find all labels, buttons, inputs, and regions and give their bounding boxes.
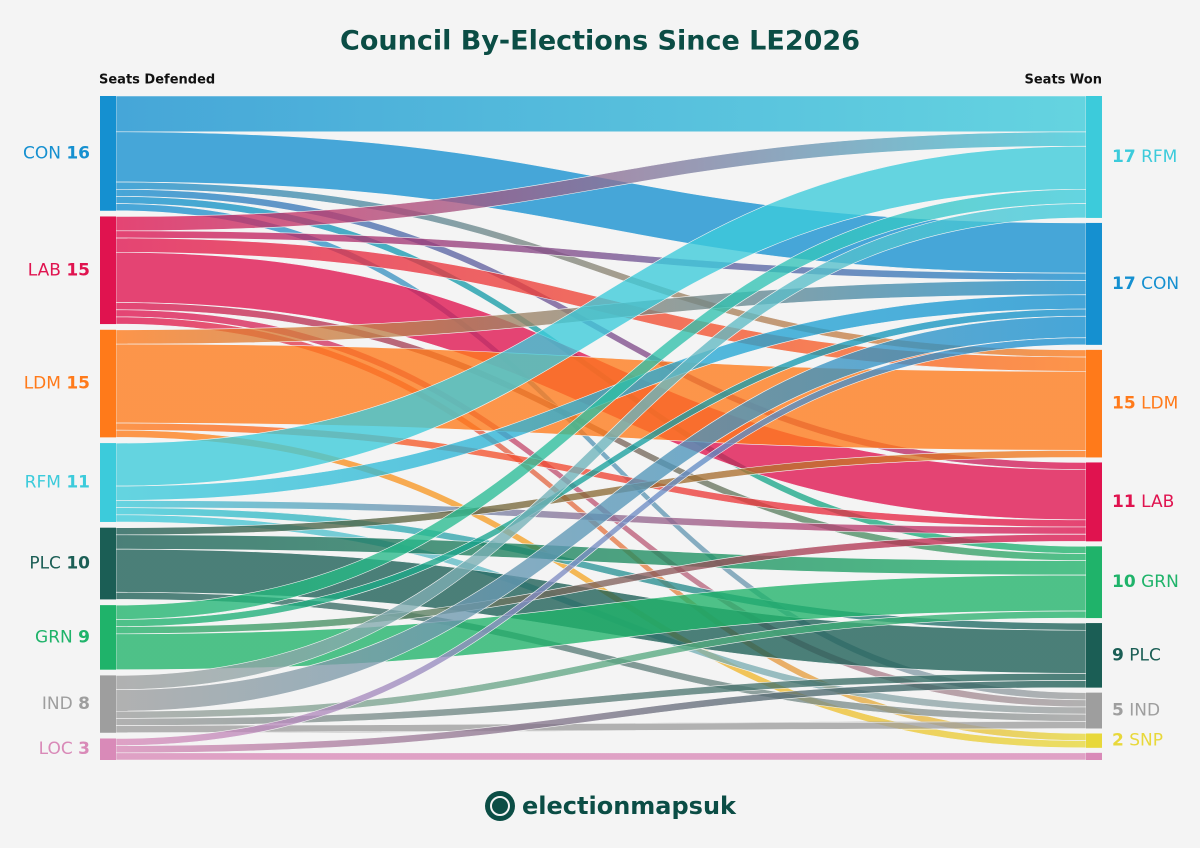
nodes bbox=[100, 96, 1102, 760]
node-value: 15 bbox=[66, 260, 90, 280]
node-name: LDM bbox=[24, 374, 61, 394]
flows bbox=[115, 95, 1087, 761]
left-node-label: LOC 3 bbox=[39, 739, 90, 759]
node-value: 11 bbox=[1112, 492, 1136, 512]
right-node bbox=[1086, 349, 1102, 458]
node-name: SNP bbox=[1129, 731, 1163, 751]
right-node-label: 15 LDM bbox=[1112, 394, 1178, 414]
right-node-label: 2 SNP bbox=[1112, 731, 1163, 751]
left-node-label: LAB 15 bbox=[28, 260, 90, 280]
node-value: 5 bbox=[1112, 701, 1124, 721]
node-name: RFM bbox=[25, 473, 61, 493]
node-name: LAB bbox=[1141, 492, 1174, 512]
right-node-label: 17 RFM bbox=[1112, 147, 1177, 167]
node-name: GRN bbox=[1141, 572, 1179, 592]
node-name: LDM bbox=[1141, 394, 1178, 414]
right-node-label: 17 CON bbox=[1112, 274, 1179, 294]
flow bbox=[115, 752, 1087, 761]
right-node bbox=[1086, 546, 1102, 619]
node-name: LAB bbox=[28, 260, 61, 280]
left-node bbox=[100, 443, 116, 522]
node-value: 2 bbox=[1112, 731, 1124, 751]
flow bbox=[115, 680, 1087, 754]
node-name: PLC bbox=[1129, 645, 1161, 665]
right-node bbox=[1086, 222, 1102, 345]
node-value: 17 bbox=[1112, 274, 1136, 294]
node-name: PLC bbox=[29, 554, 61, 574]
left-node-label: IND 8 bbox=[42, 694, 90, 714]
right-node-label: 5 IND bbox=[1112, 701, 1160, 721]
left-node-label: LDM 15 bbox=[24, 374, 90, 394]
right-node bbox=[1086, 733, 1102, 748]
node-value: 9 bbox=[78, 627, 90, 647]
footer-brand: electionmapsuk bbox=[522, 792, 737, 820]
node-name: GRN bbox=[35, 627, 73, 647]
node-name: IND bbox=[1129, 701, 1160, 721]
right-axis-label: Seats Won bbox=[1025, 73, 1103, 88]
right-node-label: 9 PLC bbox=[1112, 645, 1161, 665]
node-value: 10 bbox=[66, 554, 90, 574]
left-node bbox=[100, 675, 116, 733]
node-name: CON bbox=[23, 143, 61, 163]
node-value: 15 bbox=[1112, 394, 1136, 414]
right-node-label: 11 LAB bbox=[1112, 492, 1174, 512]
logo-icon-ring bbox=[490, 796, 510, 816]
node-value: 11 bbox=[66, 473, 90, 493]
flow bbox=[115, 95, 1087, 133]
left-node-label: CON 16 bbox=[23, 143, 90, 163]
right-node bbox=[1086, 623, 1102, 688]
left-node bbox=[100, 527, 116, 600]
left-node bbox=[100, 738, 116, 760]
node-name: IND bbox=[42, 694, 73, 714]
node-value: 17 bbox=[1112, 147, 1136, 167]
node-value: 15 bbox=[66, 374, 90, 394]
node-name: LOC bbox=[39, 739, 73, 759]
node-value: 16 bbox=[66, 143, 90, 163]
left-node bbox=[100, 329, 116, 438]
node-value: 8 bbox=[78, 694, 90, 714]
left-node-label: GRN 9 bbox=[35, 627, 90, 647]
node-value: 10 bbox=[1112, 572, 1136, 592]
logo-icon bbox=[485, 791, 515, 821]
node-value: 3 bbox=[78, 739, 90, 759]
left-node bbox=[100, 96, 116, 211]
node-value: 9 bbox=[1112, 645, 1124, 665]
right-node bbox=[1086, 752, 1102, 760]
left-axis-label: Seats Defended bbox=[99, 73, 215, 88]
right-node bbox=[1086, 692, 1102, 729]
right-node-label: 10 GRN bbox=[1112, 572, 1179, 592]
left-node-label: PLC 10 bbox=[29, 554, 90, 574]
right-node bbox=[1086, 462, 1102, 542]
left-node bbox=[100, 216, 116, 325]
right-node bbox=[1086, 96, 1102, 218]
node-name: CON bbox=[1141, 274, 1179, 294]
left-node-label: RFM 11 bbox=[25, 473, 90, 493]
chart-title: Council By-Elections Since LE2026 bbox=[340, 26, 860, 57]
left-node bbox=[100, 605, 116, 670]
node-name: RFM bbox=[1141, 147, 1177, 167]
